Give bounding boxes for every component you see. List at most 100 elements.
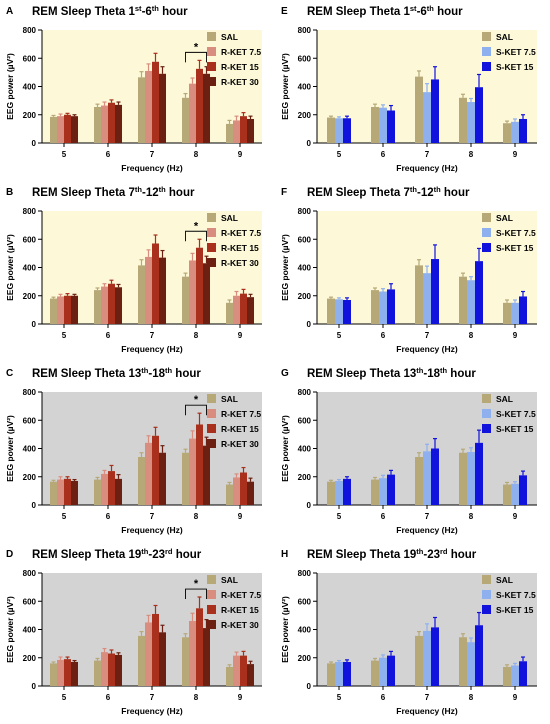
bar bbox=[145, 256, 152, 324]
bar bbox=[423, 630, 431, 686]
bar bbox=[182, 637, 189, 686]
bar bbox=[226, 666, 233, 686]
legend-swatch bbox=[207, 62, 216, 71]
legend-swatch bbox=[207, 77, 216, 86]
bar bbox=[94, 106, 101, 143]
y-tick-label: 600 bbox=[23, 235, 37, 244]
bar bbox=[467, 280, 475, 324]
bar bbox=[423, 273, 431, 324]
bar bbox=[233, 295, 240, 324]
bar bbox=[108, 653, 115, 686]
y-tick-label: 200 bbox=[298, 654, 312, 663]
chart-panel-c: C REM Sleep Theta 13th-18th hour020040060… bbox=[5, 366, 262, 535]
title-part: -18 bbox=[423, 368, 440, 380]
bar bbox=[115, 104, 122, 143]
bar bbox=[519, 475, 527, 505]
bar bbox=[475, 261, 483, 324]
title-part: hour bbox=[172, 368, 201, 380]
chart-title: REM Sleep Theta 13th-18th hour bbox=[32, 366, 201, 380]
bar bbox=[196, 608, 203, 686]
legend-label: R-KET 30 bbox=[221, 258, 259, 268]
x-tick-label: 5 bbox=[337, 331, 342, 340]
bar bbox=[371, 479, 379, 505]
bar bbox=[203, 263, 210, 324]
bar bbox=[247, 664, 254, 686]
bar bbox=[57, 296, 64, 324]
legend-swatch bbox=[482, 394, 491, 403]
title-superscript: st bbox=[135, 4, 142, 13]
title-part: REM Sleep Theta 7 bbox=[32, 187, 135, 199]
y-tick-label: 600 bbox=[23, 54, 37, 63]
chart-title: REM Sleep Theta 7th-12th hour bbox=[32, 185, 195, 199]
legend-swatch bbox=[207, 590, 216, 599]
title-superscript: st bbox=[410, 4, 417, 13]
bar bbox=[233, 655, 240, 686]
chart-panel-f: F REM Sleep Theta 7th-12th hour0200400600… bbox=[280, 185, 537, 354]
x-tick-label: 6 bbox=[106, 150, 111, 159]
y-tick-label: 800 bbox=[23, 26, 37, 35]
bar bbox=[371, 660, 379, 686]
legend-swatch bbox=[207, 258, 216, 267]
y-tick-label: 0 bbox=[307, 320, 312, 329]
legend-swatch bbox=[207, 620, 216, 629]
bar bbox=[196, 247, 203, 324]
bar bbox=[459, 452, 467, 505]
significance-bracket bbox=[185, 588, 207, 600]
bar bbox=[145, 442, 152, 505]
bar bbox=[226, 484, 233, 505]
bar bbox=[71, 480, 78, 505]
bar bbox=[94, 290, 101, 324]
y-tick-label: 200 bbox=[23, 292, 37, 301]
y-tick-label: 200 bbox=[23, 111, 37, 120]
chart-panel-d: D REM Sleep Theta 19th-23rd hour 0 200 400 60… bbox=[5, 547, 262, 716]
y-tick-label: 800 bbox=[298, 388, 312, 397]
legend-label: R-KET 7.5 bbox=[221, 409, 261, 419]
x-axis-label: Frequency (Hz) bbox=[121, 706, 183, 716]
bar bbox=[152, 61, 159, 143]
y-tick-label: 400 bbox=[23, 83, 37, 92]
x-axis-label: Frequency (Hz) bbox=[396, 163, 458, 173]
x-tick-label: 7 bbox=[425, 150, 430, 159]
bar bbox=[50, 116, 57, 143]
significance-marker: * bbox=[194, 41, 199, 53]
bar bbox=[182, 276, 189, 324]
bar bbox=[343, 299, 351, 324]
bar bbox=[108, 471, 115, 505]
bar bbox=[138, 456, 145, 505]
bar bbox=[379, 107, 387, 143]
x-tick-label: 7 bbox=[425, 693, 430, 702]
bar bbox=[101, 286, 108, 324]
legend-label: R-KET 30 bbox=[221, 439, 259, 449]
chart-title: REM Sleep Theta 13th-18th hour bbox=[307, 366, 476, 380]
x-tick-label: 9 bbox=[238, 331, 243, 340]
title-part: hour bbox=[434, 6, 463, 18]
bar bbox=[159, 632, 166, 686]
bar bbox=[57, 479, 64, 505]
legend-swatch bbox=[482, 590, 491, 599]
x-tick-label: 8 bbox=[469, 512, 474, 521]
bar bbox=[247, 481, 254, 505]
title-superscript: rd bbox=[440, 547, 448, 556]
y-axis-label: EEG power (µV²) bbox=[280, 53, 290, 120]
bar bbox=[371, 106, 379, 143]
legend-label: R-KET 7.5 bbox=[221, 47, 261, 57]
bar bbox=[101, 473, 108, 505]
bar bbox=[415, 456, 423, 505]
y-tick-label: 0 bbox=[307, 501, 312, 510]
bar bbox=[415, 76, 423, 143]
y-tick-label: 0 bbox=[32, 682, 37, 691]
y-tick-label: 400 bbox=[298, 445, 312, 454]
x-tick-label: 7 bbox=[425, 331, 430, 340]
y-tick-label: 200 bbox=[23, 473, 37, 482]
bar bbox=[71, 295, 78, 324]
legend-swatch bbox=[482, 32, 491, 41]
title-part: -12 bbox=[142, 187, 159, 199]
bar bbox=[226, 123, 233, 143]
title-superscript: th bbox=[416, 547, 423, 556]
bar bbox=[327, 663, 335, 686]
bar bbox=[247, 118, 254, 143]
chart-title: REM Sleep Theta 19th-23rd hour bbox=[32, 547, 202, 561]
x-tick-label: 7 bbox=[150, 150, 155, 159]
bar bbox=[379, 291, 387, 324]
